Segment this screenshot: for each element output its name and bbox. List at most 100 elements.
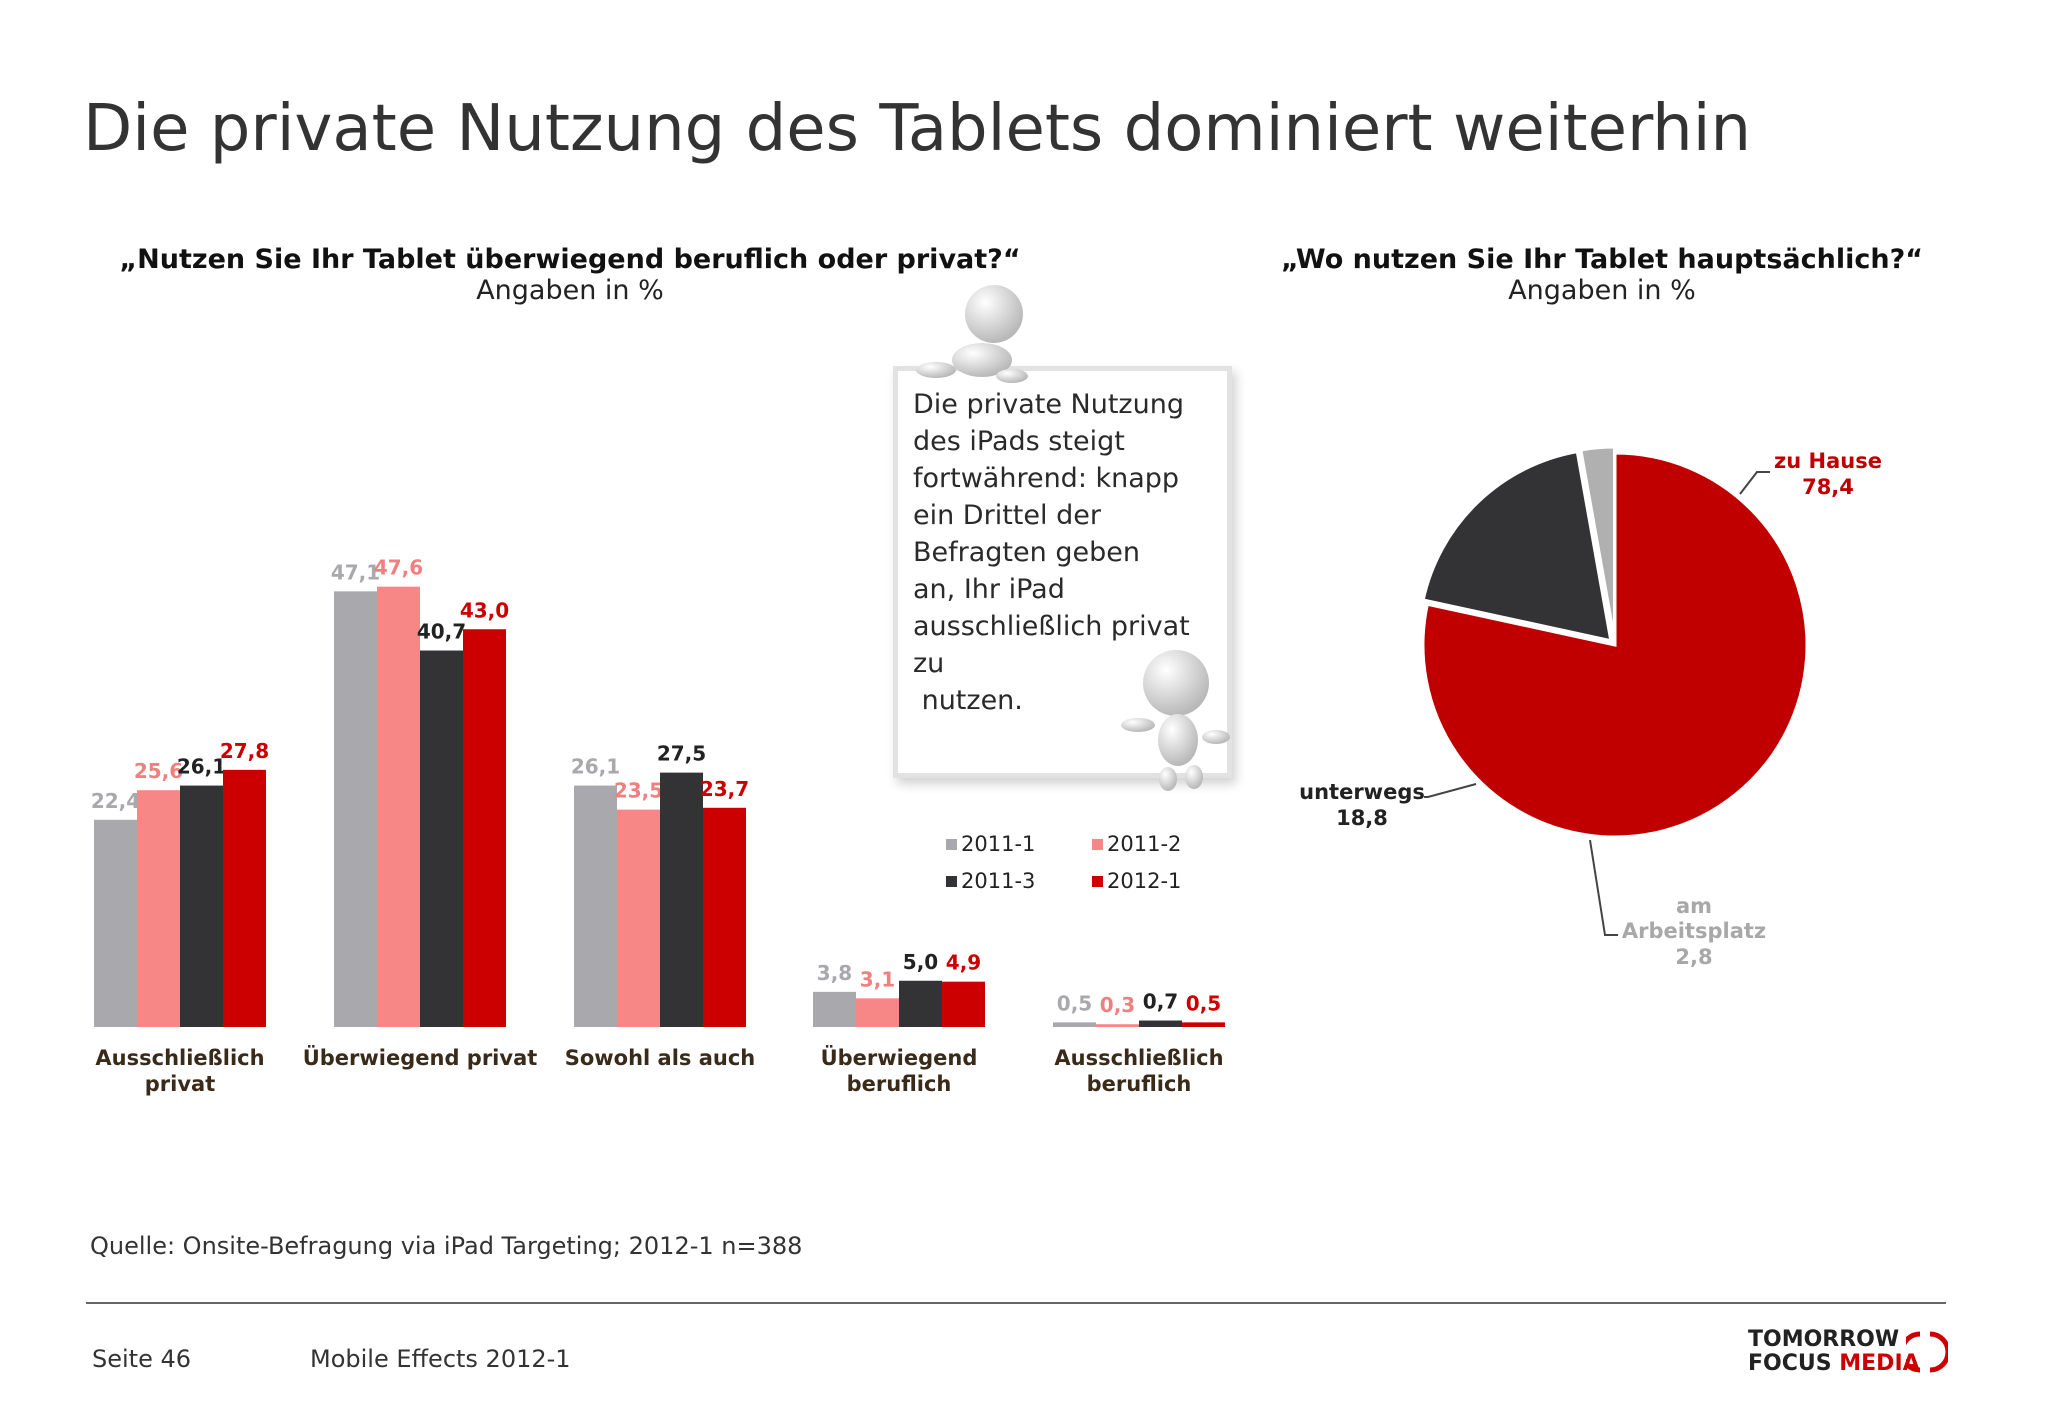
category-label-line: Überwiegend (821, 1045, 978, 1070)
logo-line-2a: FOCUS (1748, 1351, 1832, 1376)
note-line: fortwährend: knapp (913, 463, 1180, 494)
legend-item-2011-2: 2011-2 (1092, 832, 1181, 856)
bar-value-label: 26,1 (571, 755, 620, 779)
bar-2011-2-1 (377, 586, 420, 1027)
bar-2012-1-4 (1182, 1022, 1225, 1027)
page-number: Seite 46 (92, 1345, 192, 1373)
bar-value-label: 0,5 (1057, 991, 1092, 1015)
pie-label-unterwegs: unterwegs (1299, 780, 1425, 804)
bar-2012-1-2 (703, 807, 746, 1027)
note-line: nutzen. (913, 685, 1023, 716)
source-note: Quelle: Onsite-Befragung via iPad Target… (90, 1232, 803, 1260)
category-label-line: Sowohl als auch (565, 1046, 756, 1070)
pie-chart-unit: Angaben in % (1508, 275, 1696, 306)
pie-label-arbeit-line: am (1676, 894, 1712, 918)
slide-title: Die private Nutzung des Tablets dominier… (83, 92, 1752, 166)
figure-top-icon (916, 285, 1028, 383)
pie-label-arbeit-line: Arbeitsplatz (1622, 919, 1766, 943)
note-line: an, Ihr iPad (913, 574, 1065, 605)
bar-2011-3-4 (1139, 1020, 1182, 1027)
legend-item-2011-3: 2011-3 (946, 869, 1035, 893)
category-label: Ausschließlich privat (95, 1046, 264, 1096)
pie-value-unterwegs: 18,8 (1336, 806, 1388, 830)
category-label-line: privat (145, 1072, 216, 1096)
legend-label: 2011-1 (961, 832, 1036, 856)
category-label-line: beruflich (847, 1072, 952, 1096)
pie-value-arbeit: 2,8 (1675, 945, 1712, 969)
bar-value-label: 0,5 (1186, 991, 1221, 1015)
bar-value-label: 43,0 (460, 598, 509, 622)
note-line: des iPads steigt (913, 426, 1125, 457)
category-label-line: Überwiegend privat (303, 1045, 538, 1070)
bar-value-label: 3,8 (817, 961, 852, 985)
category-label-line: Ausschließlich (95, 1046, 264, 1070)
note-text: Die private Nutzung des iPads steigt fortw… (913, 386, 1213, 719)
category-label: Sowohl als auch (565, 1046, 756, 1070)
legend-swatch (946, 839, 957, 850)
legend-item-2011-1: 2011-1 (946, 832, 1035, 856)
category-label: Überwiegend privat (303, 1045, 538, 1070)
bar-value-label: 47,1 (331, 560, 380, 584)
legend-label: 2012-1 (1107, 869, 1182, 893)
bar-2011-1-3 (813, 991, 856, 1027)
bar-value-label: 27,8 (220, 739, 269, 763)
bar-value-label: 22,4 (91, 789, 140, 813)
bar-value-label: 4,9 (946, 951, 981, 975)
figure-bottom-icon (1121, 650, 1230, 791)
pie-slice-0 (1421, 451, 1809, 839)
bar-value-label: 5,0 (903, 950, 938, 974)
leader-line-home (1739, 471, 1770, 495)
bar-2011-1-2 (574, 785, 617, 1027)
bar-2011-3-0 (180, 785, 223, 1027)
pie-slice-1 (1421, 449, 1613, 643)
note-line: Die private Nutzung (913, 389, 1184, 420)
bar-2011-1-4 (1053, 1022, 1096, 1027)
pie-slice-2 (1579, 445, 1616, 640)
logo-mark-icon (1906, 1331, 1948, 1373)
category-label-line: Ausschließlich (1054, 1046, 1223, 1070)
leader-line-arbeit (1589, 839, 1618, 936)
logo-line-1: TOMORROW (1748, 1327, 1900, 1352)
bar-chart-unit: Angaben in % (476, 275, 664, 306)
pie-chart-question: „Wo nutzen Sie Ihr Tablet hauptsächlich?… (1281, 244, 1923, 275)
bar-value-label: 0,7 (1143, 990, 1178, 1014)
note-line: zu (913, 648, 945, 679)
pie-label-arbeit: am Arbeitsplatz (1622, 894, 1766, 943)
legend-label: 2011-3 (961, 869, 1036, 893)
bar-value-label: 40,7 (417, 620, 466, 644)
legend-label: 2011-2 (1107, 832, 1182, 856)
note-line: Befragten geben (913, 537, 1140, 568)
footer-divider (86, 1302, 1946, 1304)
bar-value-label: 3,1 (860, 967, 895, 991)
bar-2012-1-3 (942, 981, 985, 1027)
bar-value-label: 23,5 (614, 779, 663, 803)
bar-2011-3-3 (899, 980, 942, 1027)
category-label: Überwiegend beruflich (821, 1045, 978, 1096)
bar-2012-1-0 (223, 769, 266, 1027)
bar-value-label: 47,6 (374, 556, 423, 580)
footer-title: Mobile Effects 2012-1 (310, 1345, 571, 1373)
bar-2011-2-2 (617, 809, 660, 1027)
category-label: Ausschließlich beruflich (1054, 1046, 1223, 1096)
leader-line-unterwegs (1424, 783, 1477, 798)
note-line: ein Drittel der (913, 500, 1101, 531)
note-line: ausschließlich privat (913, 611, 1190, 642)
bar-2011-2-4 (1096, 1024, 1139, 1027)
bar-value-label: 25,6 (134, 759, 183, 783)
bar-2011-2-3 (856, 998, 899, 1027)
legend-swatch (1092, 876, 1103, 887)
brand-logo: TOMORROW FOCUS MEDIA (1748, 1328, 1948, 1376)
bar-2011-3-2 (660, 772, 703, 1027)
legend-swatch (1092, 839, 1103, 850)
bar-value-label: 0,3 (1100, 993, 1135, 1017)
bar-value-label: 26,1 (177, 755, 226, 779)
bar-value-label: 27,5 (657, 742, 706, 766)
pie-label-home: zu Hause (1774, 449, 1882, 473)
bar-2011-1-0 (94, 819, 137, 1027)
category-label-line: beruflich (1087, 1072, 1192, 1096)
legend-item-2012-1: 2012-1 (1092, 869, 1181, 893)
bar-2011-2-0 (137, 790, 180, 1027)
bar-value-label: 23,7 (700, 777, 749, 801)
